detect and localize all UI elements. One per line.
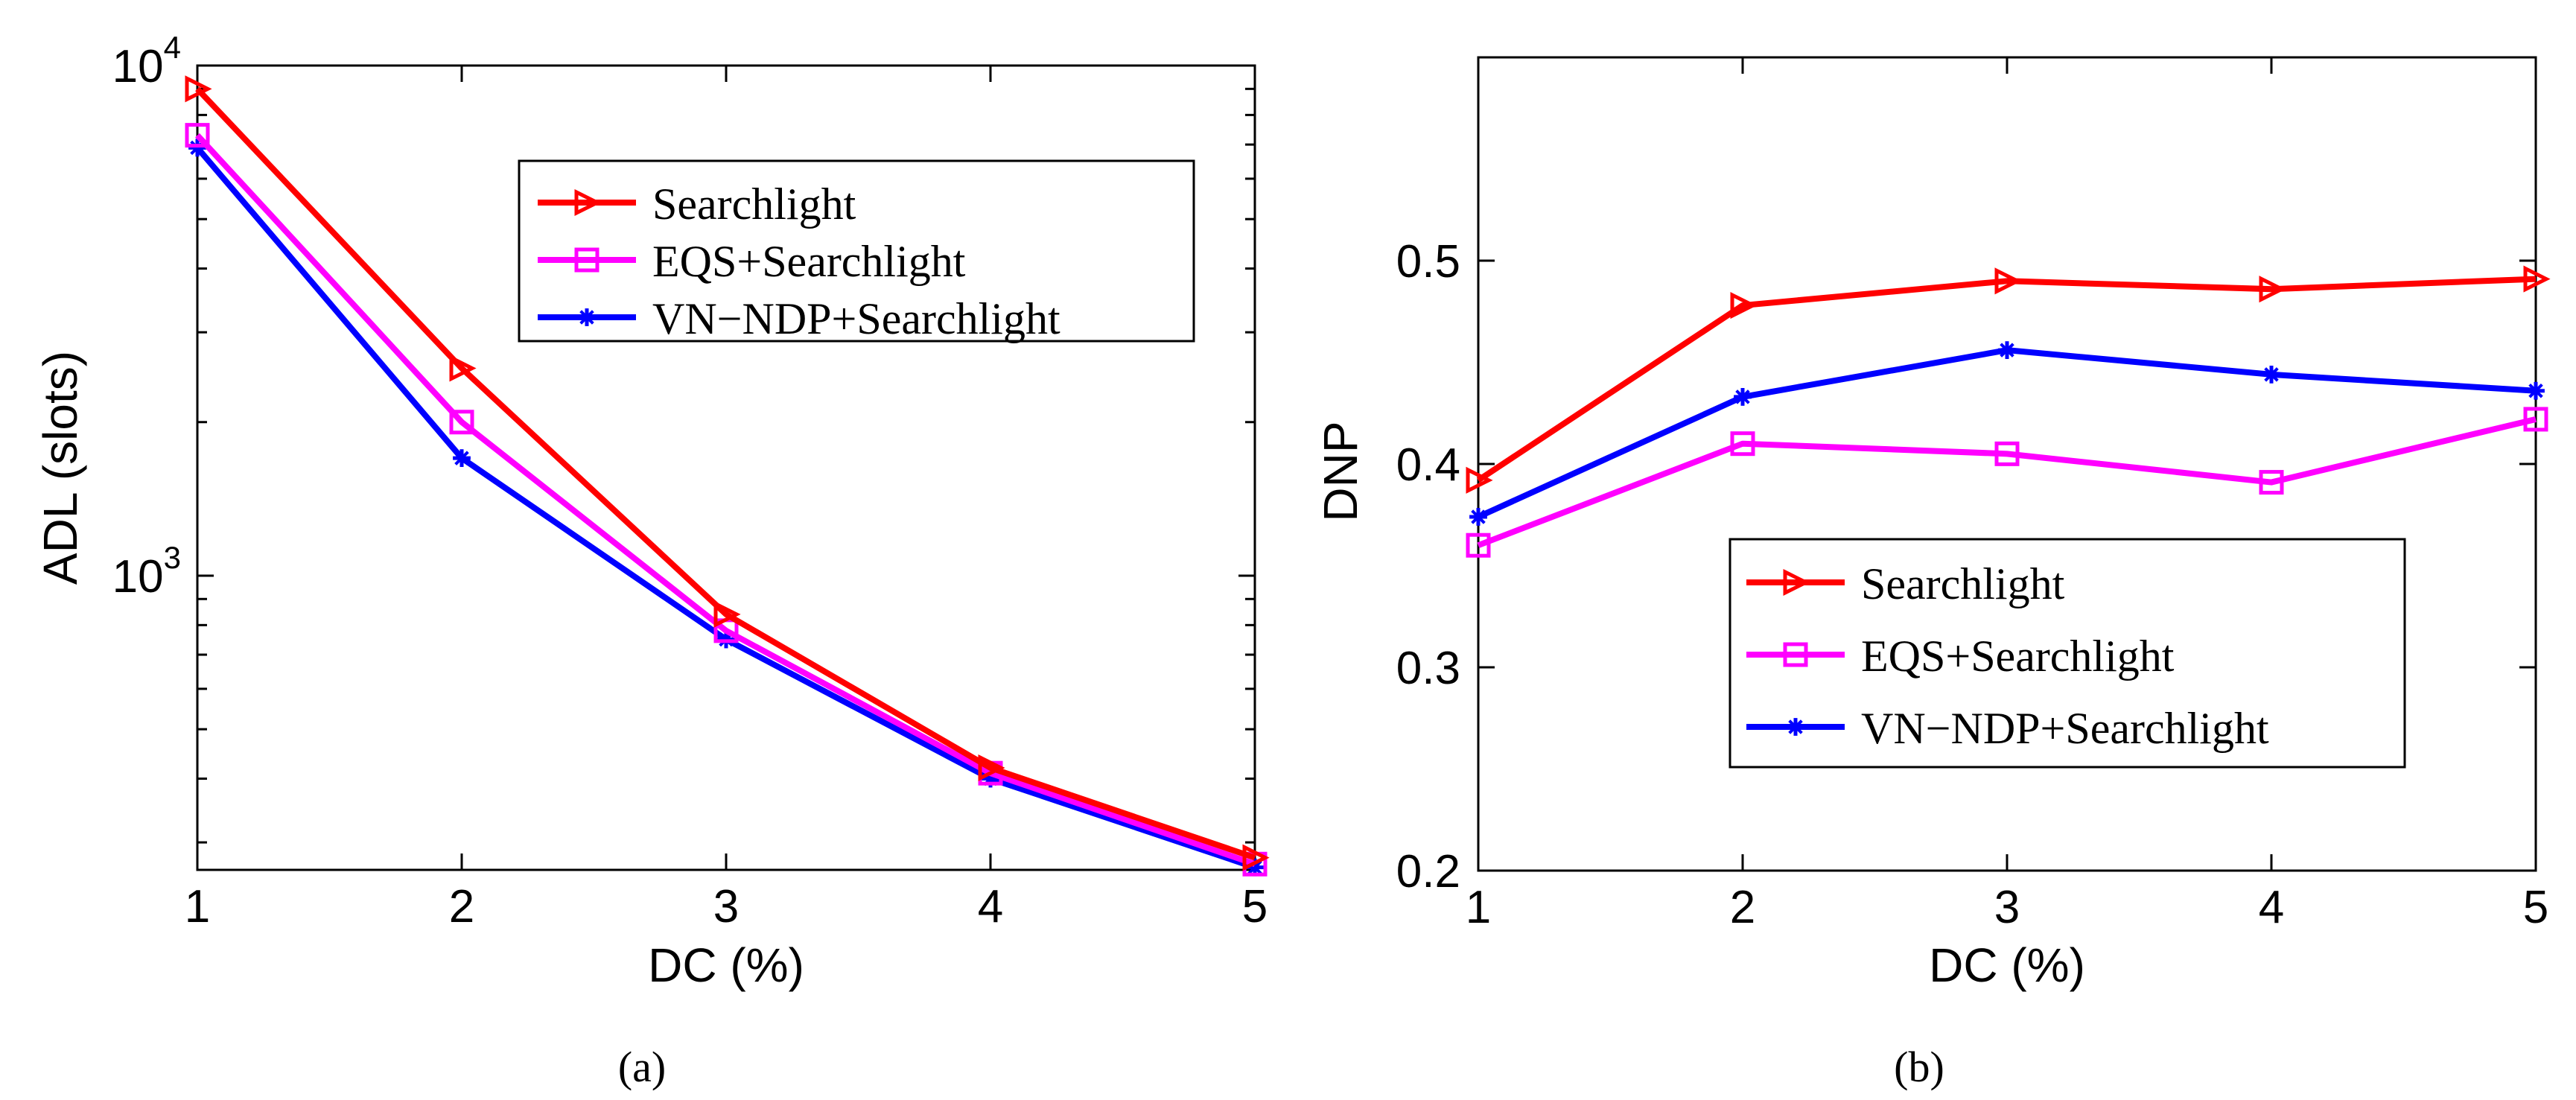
chart-panel-a: 1 2 3 4 5 103 104 DC (%) ADL (slots) Searchlig… [34, 30, 1270, 1091]
series-group-a [185, 75, 1270, 877]
x-tick-label-a: 3 [713, 881, 739, 932]
data-point-a-1 [449, 410, 474, 435]
x-tick-label-a: 2 [449, 881, 474, 932]
x-tick-label-a: 4 [978, 881, 1003, 932]
series-line-b-1 [1477, 416, 2537, 548]
data-point-b-1 [2259, 470, 2284, 495]
data-point-b-0 [1994, 267, 2022, 295]
legend-marker-b-1 [1783, 642, 1808, 667]
legend-marker-a-2 [578, 308, 596, 326]
data-point-b-1 [2523, 407, 2548, 432]
legend-box-a [518, 159, 1195, 343]
y-tick-label-a: 103 [112, 540, 181, 603]
data-point-b-2 [1469, 508, 1487, 526]
legend-marker-a-0 [574, 188, 602, 217]
data-point-b-1 [1994, 441, 2020, 466]
x-tick-label-b: 1 [1466, 882, 1491, 933]
x-axis-label-a: DC (%) [648, 938, 804, 992]
x-tick-label-b: 3 [1994, 882, 2020, 933]
legend-a: Searchlight EQS+Searchlight VN−NDP+Searchl… [518, 159, 1195, 343]
legend-marker-b-2 [1787, 718, 1804, 736]
data-point-a-0 [185, 75, 212, 103]
data-point-a-0 [978, 754, 1005, 782]
x-tick-label-b: 2 [1730, 882, 1755, 933]
legend-label-a-1: EQS+Searchlight [652, 237, 966, 286]
legend-label-b-2: VN−NDP+Searchlight [1861, 704, 2269, 753]
y-tick-label-b: 0.5 [1396, 236, 1460, 287]
data-point-a-2 [453, 449, 471, 468]
series-line-a-1 [195, 133, 1256, 868]
series-line-a-0 [195, 86, 1256, 861]
chart-panel-b: 1 2 3 4 5 0.2 0.3 0.4 0.5 DC (%) DNP Searchlight… [1314, 56, 2551, 1091]
x-tick-label-b: 5 [2523, 882, 2548, 933]
series-line-b-0 [1476, 276, 2537, 483]
data-point-b-0 [2259, 276, 2286, 303]
caption-b: (b) [1894, 1043, 1944, 1091]
legend-label-b-0: Searchlight [1861, 559, 2065, 608]
x-axis-label-b: DC (%) [1929, 938, 2085, 992]
caption-a: (a) [618, 1043, 666, 1091]
data-point-b-1 [1730, 431, 1755, 457]
y-tick-label-b: 0.3 [1396, 643, 1460, 694]
y-tick-label-b: 0.2 [1396, 846, 1460, 897]
data-point-b-2 [1998, 341, 2016, 360]
x-tick-label-a: 5 [1242, 881, 1268, 932]
data-point-b-2 [2262, 365, 2280, 384]
legend-label-b-1: EQS+Searchlight [1861, 632, 2175, 681]
y-axis-label-a: ADL (slots) [34, 351, 87, 585]
x-tick-label-a: 1 [185, 881, 210, 932]
data-point-b-2 [1734, 388, 1752, 406]
y-axis-label-b: DNP [1314, 421, 1367, 521]
data-point-b-0 [1730, 292, 1758, 319]
data-point-b-2 [2527, 381, 2545, 400]
legend-marker-b-0 [1783, 568, 1810, 597]
legend-marker-a-1 [574, 247, 600, 273]
data-point-a-1 [185, 123, 210, 148]
data-point-b-0 [1466, 466, 1493, 494]
data-point-a-0 [713, 600, 741, 628]
data-point-b-1 [1466, 532, 1491, 558]
y-tick-label-a: 104 [112, 30, 181, 92]
series-group-b [1466, 265, 2551, 558]
data-point-a-0 [449, 355, 477, 382]
legend-label-a-0: Searchlight [652, 179, 856, 229]
data-point-a-0 [1242, 844, 1270, 871]
ticks-a: 1 2 3 4 5 103 104 [112, 30, 1268, 932]
legend-label-a-2: VN−NDP+Searchlight [652, 294, 1060, 343]
ticks-b: 1 2 3 4 5 0.2 0.3 0.4 0.5 [1396, 57, 2548, 933]
y-tick-label-b: 0.4 [1396, 439, 1460, 491]
x-tick-label-b: 4 [2259, 882, 2284, 933]
data-point-b-0 [2523, 265, 2551, 293]
legend-b: Searchlight EQS+Searchlight VN−NDP+Searchl… [1729, 538, 2406, 769]
